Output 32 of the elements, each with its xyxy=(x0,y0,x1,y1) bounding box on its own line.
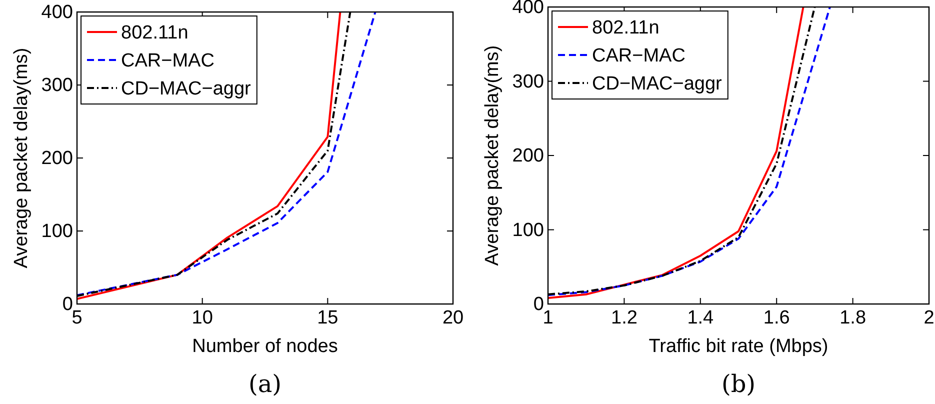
text: (b) xyxy=(721,370,756,398)
y-tick-label: 400 xyxy=(41,2,73,24)
y-tick-label: 400 xyxy=(512,0,544,18)
x-tick-label: 1.2 xyxy=(610,307,638,328)
y-axis-title: Average packet delay(ms) xyxy=(482,45,503,266)
x-axis-title: Number of nodes xyxy=(192,336,338,357)
legend-label: 802.11n xyxy=(592,18,660,39)
x-tick-label: 10 xyxy=(192,307,213,328)
text: (a) xyxy=(248,370,282,398)
x-tick-label: 1 xyxy=(542,307,554,328)
y-tick-label: 0 xyxy=(62,294,73,316)
y-tick-label: 0 xyxy=(533,294,544,316)
y-tick-label: 300 xyxy=(512,71,544,92)
x-tick-label: 1.8 xyxy=(840,307,866,328)
y-tick-label: 200 xyxy=(512,146,544,167)
legend-label: 802.11n xyxy=(121,22,188,44)
x-tick-label: 1.6 xyxy=(763,307,790,328)
y-tick-label: 200 xyxy=(41,148,73,170)
y-axis-title: Average packet delay(ms) xyxy=(11,48,32,268)
x-axis-title: Traffic bit rate (Mbps) xyxy=(648,336,828,357)
x-tick-label: 2 xyxy=(924,307,934,328)
y-tick-label: 100 xyxy=(41,221,73,242)
legend-label: CAR−MAC xyxy=(121,50,214,72)
x-tick-label: 5 xyxy=(72,307,82,328)
x-tick-label: 20 xyxy=(442,307,464,328)
legend-label: CD−MAC−aggr xyxy=(592,74,723,95)
y-tick-label: 300 xyxy=(41,75,73,96)
y-tick-label: 100 xyxy=(512,220,544,241)
x-tick-label: 15 xyxy=(317,307,338,328)
legend-label: CD−MAC−aggr xyxy=(121,78,252,100)
legend-label: CAR−MAC xyxy=(592,46,686,67)
x-tick-label: 1.4 xyxy=(687,307,714,328)
